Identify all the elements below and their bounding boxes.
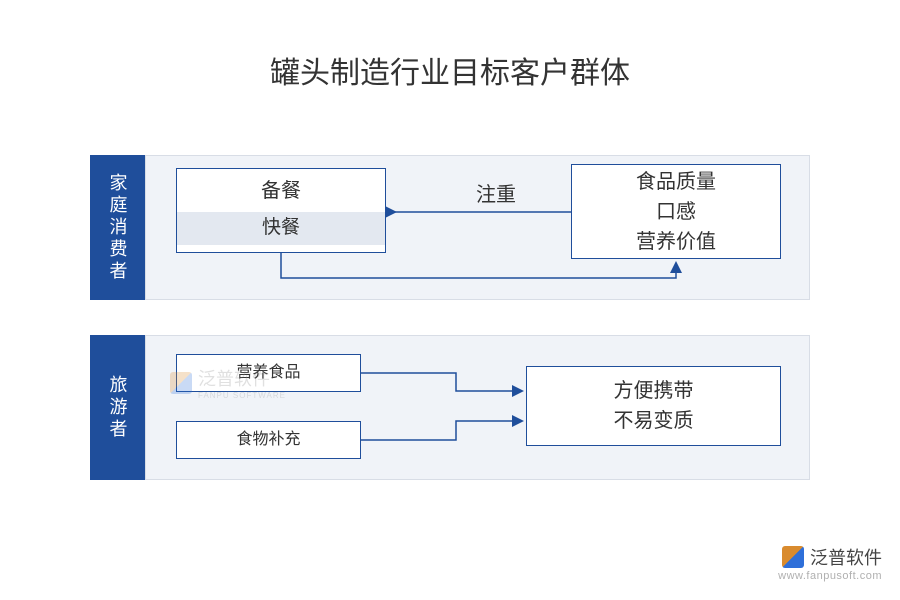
watermark-logo-icon [170, 372, 192, 394]
watermark-sub: FANPU SOFTWARE [198, 391, 286, 400]
footer-brand-text: 泛普软件 [810, 544, 882, 570]
box-line: 营养价值 [636, 227, 716, 257]
box-line: 食品质量 [636, 167, 716, 197]
arrow-label-focus: 注重 [476, 178, 516, 207]
box-line: 口感 [656, 197, 696, 227]
box-meal-prep: 备餐 快餐 [176, 168, 386, 253]
box-food-supplement: 食物补充 [176, 421, 361, 459]
arrow-nutrition [361, 336, 531, 481]
diagram-title: 罐头制造行业目标客户群体 [0, 48, 900, 92]
watermark: 泛普软件 FANPU SOFTWARE [170, 365, 286, 400]
box-portable: 方便携带 不易变质 [526, 366, 781, 446]
section-label-tourist: 旅游者 [90, 335, 145, 480]
box-quality: 食品质量 口感 营养价值 [571, 164, 781, 259]
section-tourist: 旅游者 营养食品 食物补充 方便携带 不易变质 [90, 335, 810, 480]
box-line-highlight: 快餐 [177, 212, 385, 245]
panel-tourist: 营养食品 食物补充 方便携带 不易变质 [145, 335, 810, 480]
panel-household: 备餐 快餐 注重 食品质量 口感 营养价值 [145, 155, 810, 300]
box-line: 食物补充 [236, 428, 300, 452]
section-label-household: 家庭消费者 [90, 155, 145, 300]
box-line: 方便携带 [614, 376, 694, 406]
box-line: 不易变质 [614, 406, 694, 436]
section-household: 家庭消费者 备餐 快餐 注重 食品质量 口感 营养价值 [90, 155, 810, 300]
footer-logo-icon [782, 546, 804, 568]
footer-brand: 泛普软件 www.fanpusoft.com [778, 544, 882, 582]
box-line: 备餐 [261, 176, 301, 206]
arrow-focus [386, 206, 571, 226]
watermark-text: 泛普软件 [198, 365, 286, 391]
footer-url: www.fanpusoft.com [778, 570, 882, 582]
